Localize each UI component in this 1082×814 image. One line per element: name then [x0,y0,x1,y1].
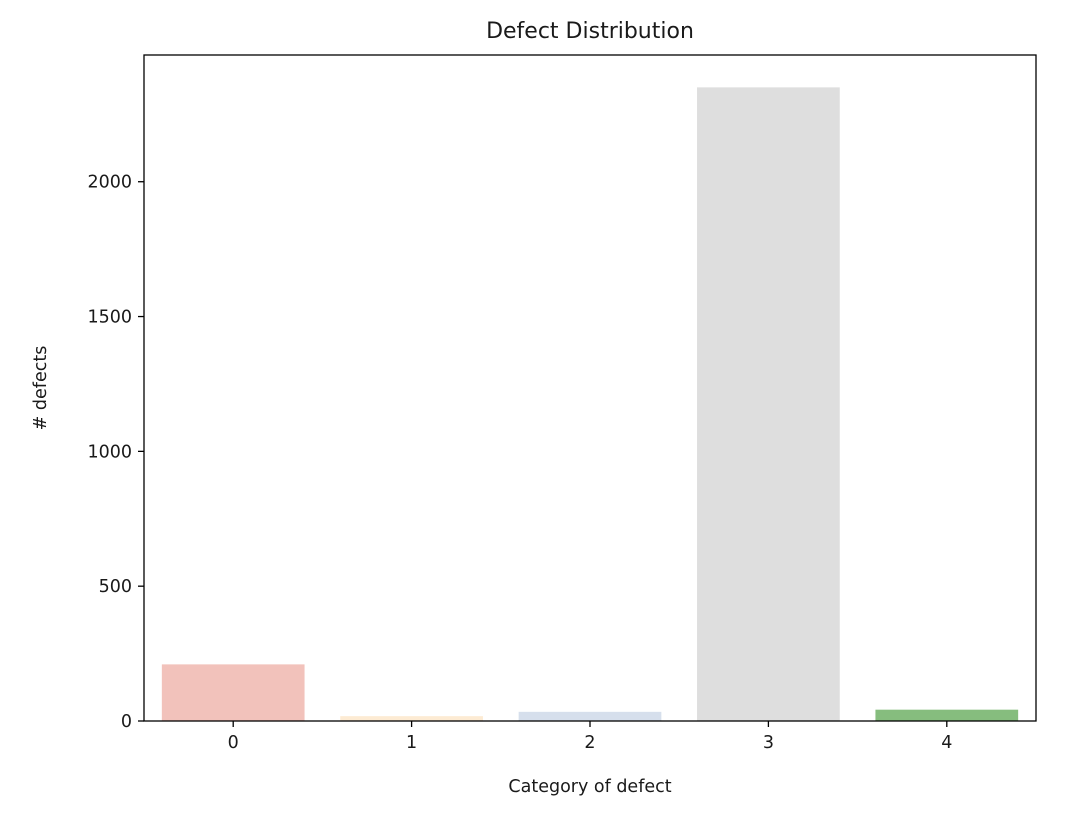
x-tick-label: 3 [763,733,774,753]
y-tick-label: 2000 [87,173,132,193]
plot-frame [143,54,1037,722]
y-tick-label: 0 [121,712,132,732]
y-tick-label: 1000 [87,442,132,462]
y-axis-label: # defects [31,346,51,431]
bars-layer [161,87,1019,722]
x-axis-label: Category of defect [508,777,671,797]
x-tick-label: 4 [941,733,952,753]
x-tick-label: 0 [228,733,239,753]
chart-title: Defect Distribution [486,19,694,44]
bar-category-4 [875,709,1019,721]
x-tick-label: 2 [584,733,595,753]
bar-category-1 [340,716,483,721]
x-axis: 0 1 2 3 4 [228,721,952,753]
bar-category-0 [161,664,305,721]
y-axis: 0 500 1000 1500 2000 [87,173,144,732]
x-tick-label: 1 [406,733,417,753]
y-tick-label: 1500 [87,308,132,328]
bar-category-3 [697,87,840,722]
bar-category-2 [518,711,662,721]
y-tick-label: 500 [99,577,132,597]
